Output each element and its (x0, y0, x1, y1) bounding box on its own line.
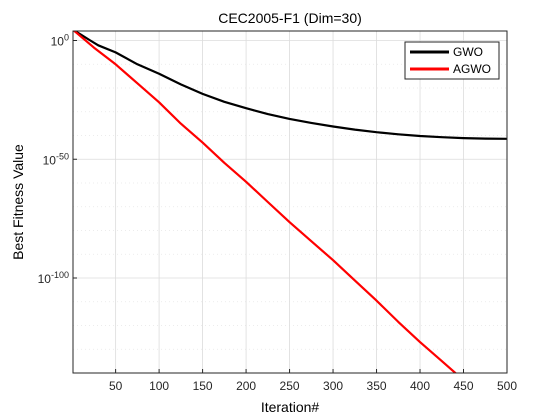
y-axis-label: Best Fitness Value (10, 144, 26, 260)
x-tick-label: 150 (193, 379, 213, 393)
x-tick-label: 200 (236, 379, 256, 393)
y-tick-label: 100 (51, 33, 69, 49)
x-tick-label: 450 (453, 379, 473, 393)
x-tick-label: 300 (323, 379, 343, 393)
legend-label-agwo: AGWO (453, 62, 491, 76)
chart-title: CEC2005-F1 (Dim=30) (218, 10, 362, 26)
x-tick-label: 50 (109, 379, 123, 393)
legend: GWO AGWO (404, 41, 500, 80)
plot-area (73, 31, 507, 373)
y-tick-label: 10-50 (43, 151, 69, 167)
series-line-agwo (73, 31, 458, 373)
major-grid (73, 31, 508, 373)
y-tick-label: 10-100 (38, 270, 69, 286)
x-axis-label: Iteration# (261, 399, 320, 415)
x-tick-label: 250 (280, 379, 300, 393)
x-axis: 50 100 150 200 250 300 350 400 450 500 (109, 369, 517, 393)
x-tick-label: 500 (497, 379, 517, 393)
y-axis: 100 10-50 10-100 (38, 33, 77, 286)
minor-grid (73, 63, 507, 350)
legend-label-gwo: GWO (453, 45, 483, 59)
series-layer (73, 31, 507, 373)
series-line-gwo (73, 31, 507, 140)
x-tick-label: 400 (410, 379, 430, 393)
x-tick-label: 350 (367, 379, 387, 393)
x-tick-label: 100 (149, 379, 169, 393)
legend-box (404, 41, 500, 80)
